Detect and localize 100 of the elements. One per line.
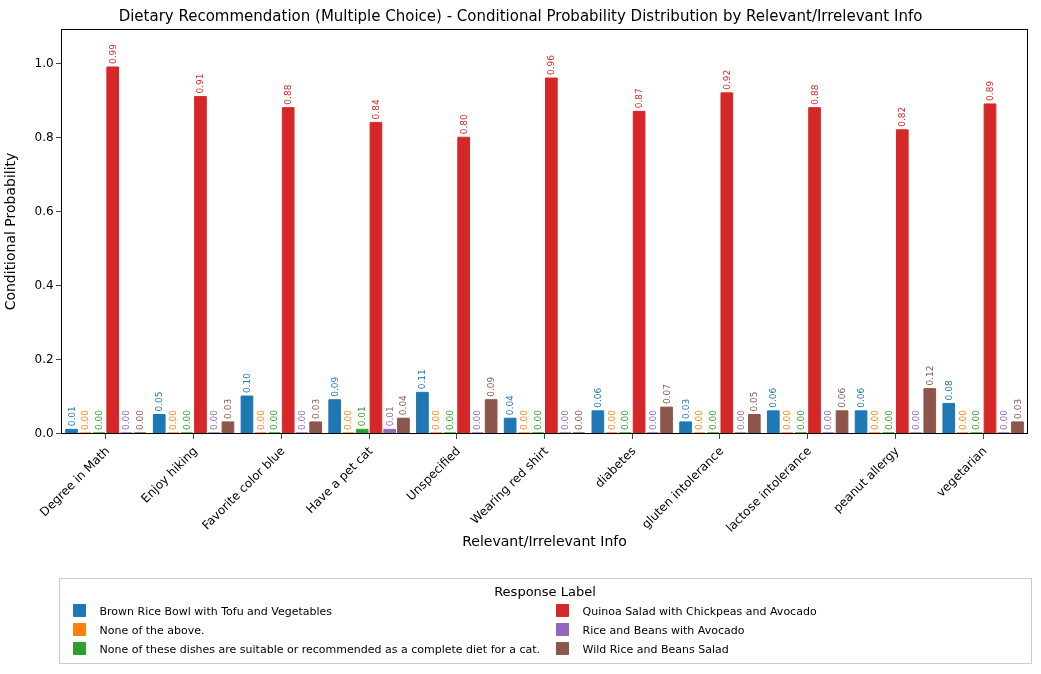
y-tick-label: 1.0 <box>34 56 54 71</box>
bar <box>983 103 997 433</box>
data-label: 0.00 <box>560 409 571 430</box>
data-label: 0.06 <box>592 387 603 408</box>
legend-label: None of these dishes are suitable or recommended as a complete diet for a cat. <box>99 642 541 656</box>
data-label: 0.00 <box>694 409 705 430</box>
bar <box>766 410 780 433</box>
bar <box>328 399 342 433</box>
data-label: 0.00 <box>444 409 455 430</box>
data-label: 0.03 <box>310 398 321 419</box>
data-label: 0.10 <box>241 372 252 394</box>
bar <box>65 428 78 433</box>
y-tick-label: 0.4 <box>34 278 54 293</box>
data-label: 0.89 <box>985 80 996 101</box>
data-label: 0.00 <box>883 409 894 430</box>
data-label: 0.00 <box>296 409 307 430</box>
bar <box>416 391 429 433</box>
data-label: 0.00 <box>167 409 178 430</box>
bar <box>923 388 937 433</box>
data-label: 0.11 <box>417 369 428 390</box>
y-tick-label: 0.0 <box>34 426 54 441</box>
bar <box>679 421 692 433</box>
bar <box>369 121 383 433</box>
data-label: 0.09 <box>329 376 340 397</box>
data-label: 0.00 <box>518 409 529 430</box>
data-label: 0.06 <box>856 387 867 408</box>
data-label: 0.12 <box>924 365 935 386</box>
data-label: 0.92 <box>721 69 732 90</box>
data-label: 0.00 <box>255 409 266 430</box>
bar <box>309 421 323 433</box>
y-tick-label: 0.2 <box>34 352 54 367</box>
data-label: 0.08 <box>943 380 954 401</box>
data-label: 0.00 <box>532 409 543 430</box>
bar <box>106 66 120 433</box>
data-label: 0.00 <box>181 409 192 430</box>
legend-label: Rice and Beans with Avocado <box>582 623 745 637</box>
data-label: 0.00 <box>911 409 922 430</box>
bar <box>854 410 868 433</box>
data-label: 0.84 <box>370 99 381 120</box>
bar <box>1011 421 1024 433</box>
data-label: 0.03 <box>1012 398 1023 419</box>
bar <box>221 421 235 433</box>
data-label: 0.99 <box>107 43 118 64</box>
data-label: 0.00 <box>209 409 220 430</box>
data-label: 0.00 <box>647 409 658 430</box>
data-label: 0.00 <box>606 409 617 430</box>
data-label: 0.00 <box>620 409 631 430</box>
bar <box>660 406 673 433</box>
legend-label: Quinoa Salad with Chickpeas and Avocado <box>582 604 817 618</box>
data-label: 0.87 <box>634 88 645 109</box>
data-label: 0.91 <box>195 73 206 94</box>
y-axis-title: Conditional Probability <box>2 152 19 311</box>
data-label: 0.00 <box>957 409 968 430</box>
bar <box>835 410 849 433</box>
data-label: 0.03 <box>680 398 691 419</box>
bar <box>240 395 254 433</box>
data-label: 0.88 <box>283 84 294 105</box>
data-label: 0.00 <box>735 409 746 430</box>
bar <box>383 428 396 433</box>
y-tick-label: 0.6 <box>34 204 54 219</box>
bar <box>895 129 909 433</box>
bar <box>457 136 470 433</box>
data-label: 0.00 <box>869 409 880 430</box>
legend-label: Brown Rice Bowl with Tofu and Vegetables <box>99 604 333 618</box>
data-label: 0.00 <box>80 409 91 430</box>
bar <box>747 414 761 433</box>
data-label: 0.05 <box>154 391 165 412</box>
data-label: 0.00 <box>343 409 354 430</box>
data-label: 0.00 <box>782 409 793 430</box>
data-label: 0.00 <box>93 409 104 430</box>
y-tick-label: 0.8 <box>34 130 54 145</box>
data-label: 0.05 <box>749 391 760 412</box>
data-label: 0.00 <box>573 409 584 430</box>
bar <box>720 92 734 433</box>
data-label: 0.03 <box>222 398 233 419</box>
bar <box>503 417 517 433</box>
data-label: 0.96 <box>546 54 557 76</box>
data-label: 0.00 <box>795 409 806 430</box>
data-label: 0.06 <box>837 387 848 408</box>
bar <box>281 107 295 433</box>
data-label: 0.01 <box>66 406 77 427</box>
data-label: 0.00 <box>971 409 982 430</box>
legend-title: Response Label <box>494 583 596 599</box>
data-label: 0.07 <box>661 384 672 405</box>
bar <box>484 399 498 433</box>
data-label: 0.00 <box>823 409 834 430</box>
data-label: 0.82 <box>897 106 908 127</box>
data-label: 0.04 <box>398 394 409 416</box>
bar <box>632 110 646 433</box>
data-label: 0.00 <box>431 409 442 430</box>
data-label: 0.01 <box>357 406 368 427</box>
bar <box>152 414 166 433</box>
bar <box>397 417 410 433</box>
data-label: 0.80 <box>458 113 469 135</box>
data-label: 0.00 <box>121 409 132 430</box>
chart-title: Dietary Recommendation (Multiple Choice) - Conditional Probability Distribution by Relevant/Irrelevant Info <box>118 6 923 25</box>
data-label: 0.00 <box>135 409 146 430</box>
bar <box>942 402 956 433</box>
bar <box>194 96 207 433</box>
data-label: 0.00 <box>472 409 483 430</box>
